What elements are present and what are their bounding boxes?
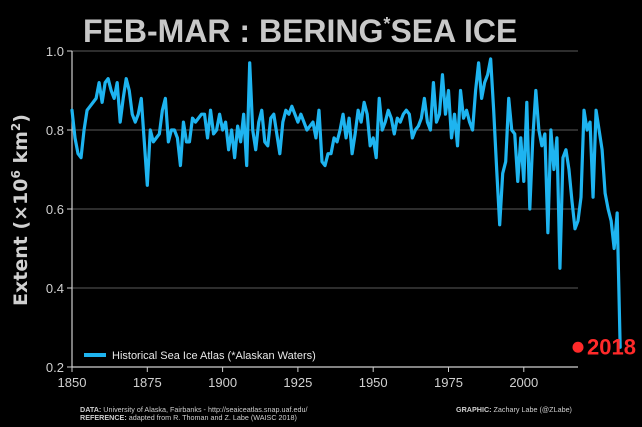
y-tick-label: 0.6	[46, 202, 64, 217]
footer-data-text: University of Alaska, Fairbanks - http:/…	[101, 405, 307, 414]
ylabel-sq: 2	[9, 123, 23, 131]
y-tick-labels: 0.2 0.4 0.6 0.8 1.0	[46, 44, 64, 375]
footer-graphic-text: Zachary Labe (@ZLabe)	[492, 405, 572, 414]
x-tick-label: 1900	[208, 375, 237, 390]
x-tick-label: 1875	[133, 375, 162, 390]
y-tick-label: 0.8	[46, 123, 64, 138]
x-tick-labels: 1850 1875 1900 1925 1950 1975 2000	[58, 375, 539, 390]
x-tick-label: 1850	[58, 375, 87, 390]
footer-ref-label: REFERENCE:	[80, 413, 127, 422]
legend-label: Historical Sea Ice Atlas (*Alaskan Water…	[112, 350, 316, 362]
x-tick-label: 2000	[509, 375, 538, 390]
series-line	[70, 57, 622, 349]
chart-title: FEB-MAR : BERING*SEA ICE	[83, 13, 517, 49]
x-tick-label: 1975	[434, 375, 463, 390]
annotation-point	[572, 341, 584, 353]
footer-reference: REFERENCE: adapted from R. Thoman and Z.…	[80, 413, 297, 422]
footer-ref-text: adapted from R. Thoman and Z. Labe (WAIS…	[127, 413, 297, 422]
footer-data: DATA: University of Alaska, Fairbanks - …	[80, 405, 307, 414]
axes	[67, 50, 578, 372]
title-right: SEA ICE	[390, 13, 517, 49]
annotation-group: 2018	[572, 334, 636, 359]
footer-graphic-label: GRAPHIC:	[456, 405, 492, 414]
ylabel-main: Extent (×10	[10, 178, 32, 305]
y-tick-label: 1.0	[46, 44, 64, 59]
ylabel-exp: 6	[9, 170, 23, 178]
footer-data-label: DATA:	[80, 405, 101, 414]
ylabel-unit: km	[10, 131, 32, 170]
x-tick-label: 1950	[359, 375, 388, 390]
annotation-label: 2018	[587, 334, 636, 359]
x-tick-label: 1925	[283, 375, 312, 390]
series-group	[70, 57, 622, 349]
title-star: *	[383, 14, 390, 34]
footer-graphic: GRAPHIC: Zachary Labe (@ZLabe)	[456, 405, 572, 414]
title-left: FEB-MAR : BERING	[83, 13, 383, 49]
gridlines	[72, 50, 578, 289]
y-tick-label: 0.4	[46, 281, 64, 296]
y-tick-label: 0.2	[46, 360, 64, 375]
ylabel-close: )	[10, 114, 32, 123]
y-axis-label: Extent (×106 km2)	[9, 114, 32, 306]
legend: Historical Sea Ice Atlas (*Alaskan Water…	[84, 350, 316, 362]
